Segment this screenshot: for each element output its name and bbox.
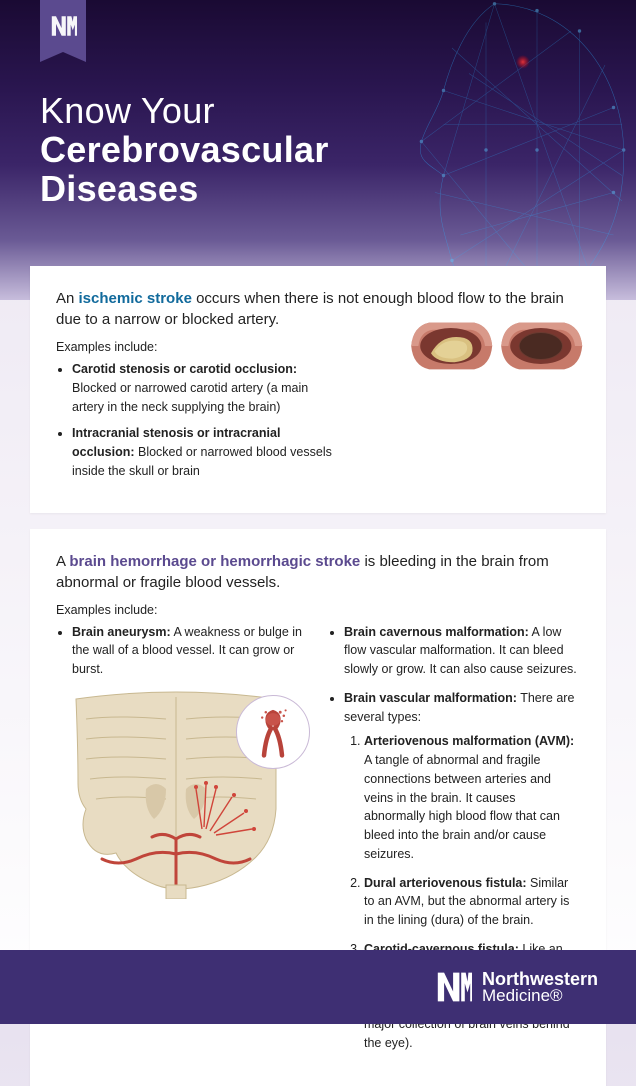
card1-highlight: ischemic stroke (79, 290, 192, 307)
footer-brand-line2: Medicine® (482, 987, 598, 1004)
page-title: Know Your Cerebrovascular Diseases (40, 92, 329, 209)
aneurysm-vessel-icon (246, 705, 300, 759)
item-bold: Brain cavernous malformation: (344, 625, 529, 639)
card2-examples-label: Examples include: (56, 603, 580, 617)
list-item: Dural arteriovenous fistula: Similar to … (364, 874, 580, 930)
footer-brand-text: Northwestern Medicine® (482, 970, 598, 1004)
hero-banner: Know Your Cerebrovascular Diseases (0, 0, 636, 300)
title-bold-line1: Cerebrovascular (40, 131, 329, 170)
list-item: Arteriovenous malformation (AVM): A tang… (364, 732, 580, 863)
brain-illustration-wrap (56, 689, 308, 905)
wireframe-head-icon (296, 0, 636, 300)
card2-highlight: brain hemorrhage or hemorrhagic stroke (69, 553, 360, 570)
item-bold: Brain aneurysm: (72, 625, 171, 639)
title-bold-line2: Diseases (40, 170, 329, 209)
card1-intro-pre: An (56, 290, 79, 307)
card2-intro-pre: A (56, 553, 69, 570)
item-bold: Dural arteriovenous fistula: (364, 876, 527, 890)
aneurysm-inset (236, 695, 310, 769)
footer-logo: Northwestern Medicine® (436, 969, 598, 1005)
item-text: Blocked or narrowed carotid artery (a ma… (72, 381, 308, 414)
item-bold: Arteriovenous malformation (AVM): (364, 734, 574, 748)
footer-bar: Northwestern Medicine® (0, 950, 636, 1024)
item-bold: Brain vascular malformation: (344, 691, 517, 705)
list-item: Brain aneurysm: A weakness or bulge in t… (72, 623, 308, 679)
item-text: A tangle of abnormal and fragile connect… (364, 753, 560, 861)
list-item: Brain cavernous malformation: A low flow… (344, 623, 580, 679)
brand-badge (40, 0, 86, 52)
title-thin: Know Your (40, 90, 215, 131)
card2-intro: A brain hemorrhage or hemorrhagic stroke… (56, 551, 580, 593)
list-item: Intracranial stenosis or intracranial oc… (72, 424, 332, 480)
nm-logo-icon (436, 969, 472, 1005)
item-bold: Carotid stenosis or carotid occlusion: (72, 362, 297, 376)
list-item: Carotid stenosis or carotid occlusion: B… (72, 360, 332, 416)
nm-logo-icon (49, 12, 77, 40)
artery-cross-section-icon (404, 310, 584, 391)
